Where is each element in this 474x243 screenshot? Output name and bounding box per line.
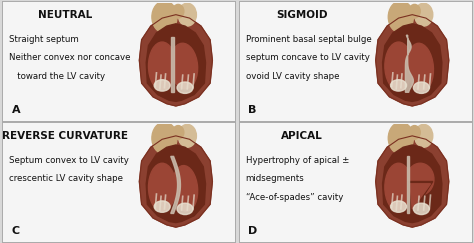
Text: septum concave to LV cavity: septum concave to LV cavity xyxy=(246,53,370,62)
Text: B: B xyxy=(248,105,256,115)
Text: REVERSE CURVATURE: REVERSE CURVATURE xyxy=(2,131,128,141)
Text: toward the LV cavity: toward the LV cavity xyxy=(9,72,106,81)
Text: Septum convex to LV cavity: Septum convex to LV cavity xyxy=(9,156,129,165)
Text: Hypertrophy of apical ±: Hypertrophy of apical ± xyxy=(246,156,349,165)
Text: midsegments: midsegments xyxy=(246,174,304,183)
Text: Straight septum: Straight septum xyxy=(9,35,79,44)
Text: SIGMOID: SIGMOID xyxy=(276,9,328,20)
Text: A: A xyxy=(12,105,20,115)
Text: NEUTRAL: NEUTRAL xyxy=(38,9,92,20)
Text: C: C xyxy=(12,226,20,236)
Text: ovoid LV cavity shape: ovoid LV cavity shape xyxy=(246,72,339,81)
Text: “Ace-of-spades” cavity: “Ace-of-spades” cavity xyxy=(246,193,343,202)
Text: Prominent basal septal bulge: Prominent basal septal bulge xyxy=(246,35,372,44)
Text: crescentic LV cavity shape: crescentic LV cavity shape xyxy=(9,174,123,183)
Text: APICAL: APICAL xyxy=(281,131,322,141)
Text: Neither convex nor concave: Neither convex nor concave xyxy=(9,53,131,62)
Text: D: D xyxy=(248,226,257,236)
